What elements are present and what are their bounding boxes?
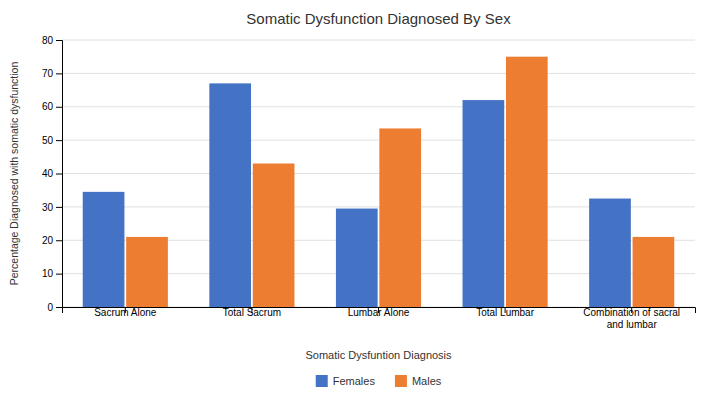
y-tick-mark: [56, 140, 62, 141]
y-tick: 80: [42, 35, 62, 46]
bar: [253, 163, 295, 307]
y-tick-mark: [56, 240, 62, 241]
x-tick: Sacrum Alone: [94, 307, 157, 318]
x-tick-label: Combination of sacraland lumbar: [583, 307, 680, 330]
bar: [336, 209, 378, 307]
bar: [83, 192, 125, 307]
x-axis: Sacrum Alone Total Sacrum Lumbar Alone Tota…: [63, 307, 696, 330]
y-tick: 30: [42, 202, 62, 213]
plot: 0 10 20 30 40 50 60 70 80 Sacrum Alone Total Sacru…: [42, 35, 696, 330]
y-tick-label: 50: [42, 135, 54, 146]
grid-line: [62, 106, 695, 107]
y-tick: 60: [42, 101, 62, 112]
y-tick-label: 40: [42, 168, 54, 179]
y-tick-mark: [56, 274, 62, 275]
bar: [209, 83, 251, 307]
y-axis-title: Percentage Diagnosed with somatic dysfun…: [8, 62, 20, 286]
x-axis-title: Somatic Dysfuntion Diagnosis: [305, 349, 452, 361]
legend: Females Males: [316, 375, 442, 387]
y-tick-label: 20: [42, 235, 54, 246]
y-tick: 50: [42, 135, 62, 146]
grid-line: [62, 140, 695, 141]
y-tick: 40: [42, 168, 62, 179]
y-tick: 10: [42, 268, 62, 279]
legend-label: Males: [412, 375, 442, 387]
bars: [83, 57, 675, 307]
bar: [463, 100, 505, 307]
legend-swatch: [316, 375, 328, 387]
x-tick: Lumbar Alone: [348, 307, 410, 318]
x-tick: Combination of sacraland lumbar: [583, 307, 680, 330]
y-tick-mark: [56, 174, 62, 175]
bar-series: [126, 57, 674, 307]
y-tick-mark: [56, 307, 62, 308]
y-tick-mark: [56, 40, 62, 41]
x-tick-label: Total Sacrum: [223, 307, 281, 318]
legend-item: Males: [395, 375, 442, 387]
y-tick-label: 80: [42, 35, 54, 46]
x-tick-label: Sacrum Alone: [94, 307, 157, 318]
y-tick-mark: [56, 73, 62, 74]
grid: [62, 40, 695, 307]
y-tick: 20: [42, 235, 62, 246]
bar: [126, 237, 168, 307]
grid-line: [62, 173, 695, 174]
legend-item: Females: [316, 375, 376, 387]
x-tick-label: Total Lumbar: [476, 307, 534, 318]
y-tick-label: 30: [42, 202, 54, 213]
bar: [506, 57, 548, 307]
bar-series: [83, 83, 631, 307]
chart: Somatic Dysfunction Diagnosed By Sex 0 10 2…: [0, 0, 715, 399]
y-tick-mark: [56, 107, 62, 108]
y-tick-mark: [56, 207, 62, 208]
grid-line: [62, 40, 695, 41]
title: Somatic Dysfunction Diagnosed By Sex: [246, 10, 511, 27]
x-tick: Total Sacrum: [223, 307, 281, 318]
bar: [633, 237, 675, 307]
y-tick-label: 60: [42, 101, 54, 112]
grid-line: [62, 73, 695, 74]
bar: [589, 199, 631, 307]
x-tick-label: Lumbar Alone: [348, 307, 410, 318]
y-axis-line: [56, 41, 63, 308]
y-tick: 70: [42, 68, 62, 79]
x-tick: Total Lumbar: [476, 307, 534, 318]
legend-swatch: [395, 375, 407, 387]
y-tick-label: 10: [42, 268, 54, 279]
y-tick: 0: [47, 302, 62, 313]
bar: [379, 128, 421, 307]
y-tick-label: 0: [47, 302, 53, 313]
y-axis: 0 10 20 30 40 50 60 70 80: [42, 35, 63, 313]
legend-label: Females: [333, 375, 376, 387]
y-tick-label: 70: [42, 68, 54, 79]
